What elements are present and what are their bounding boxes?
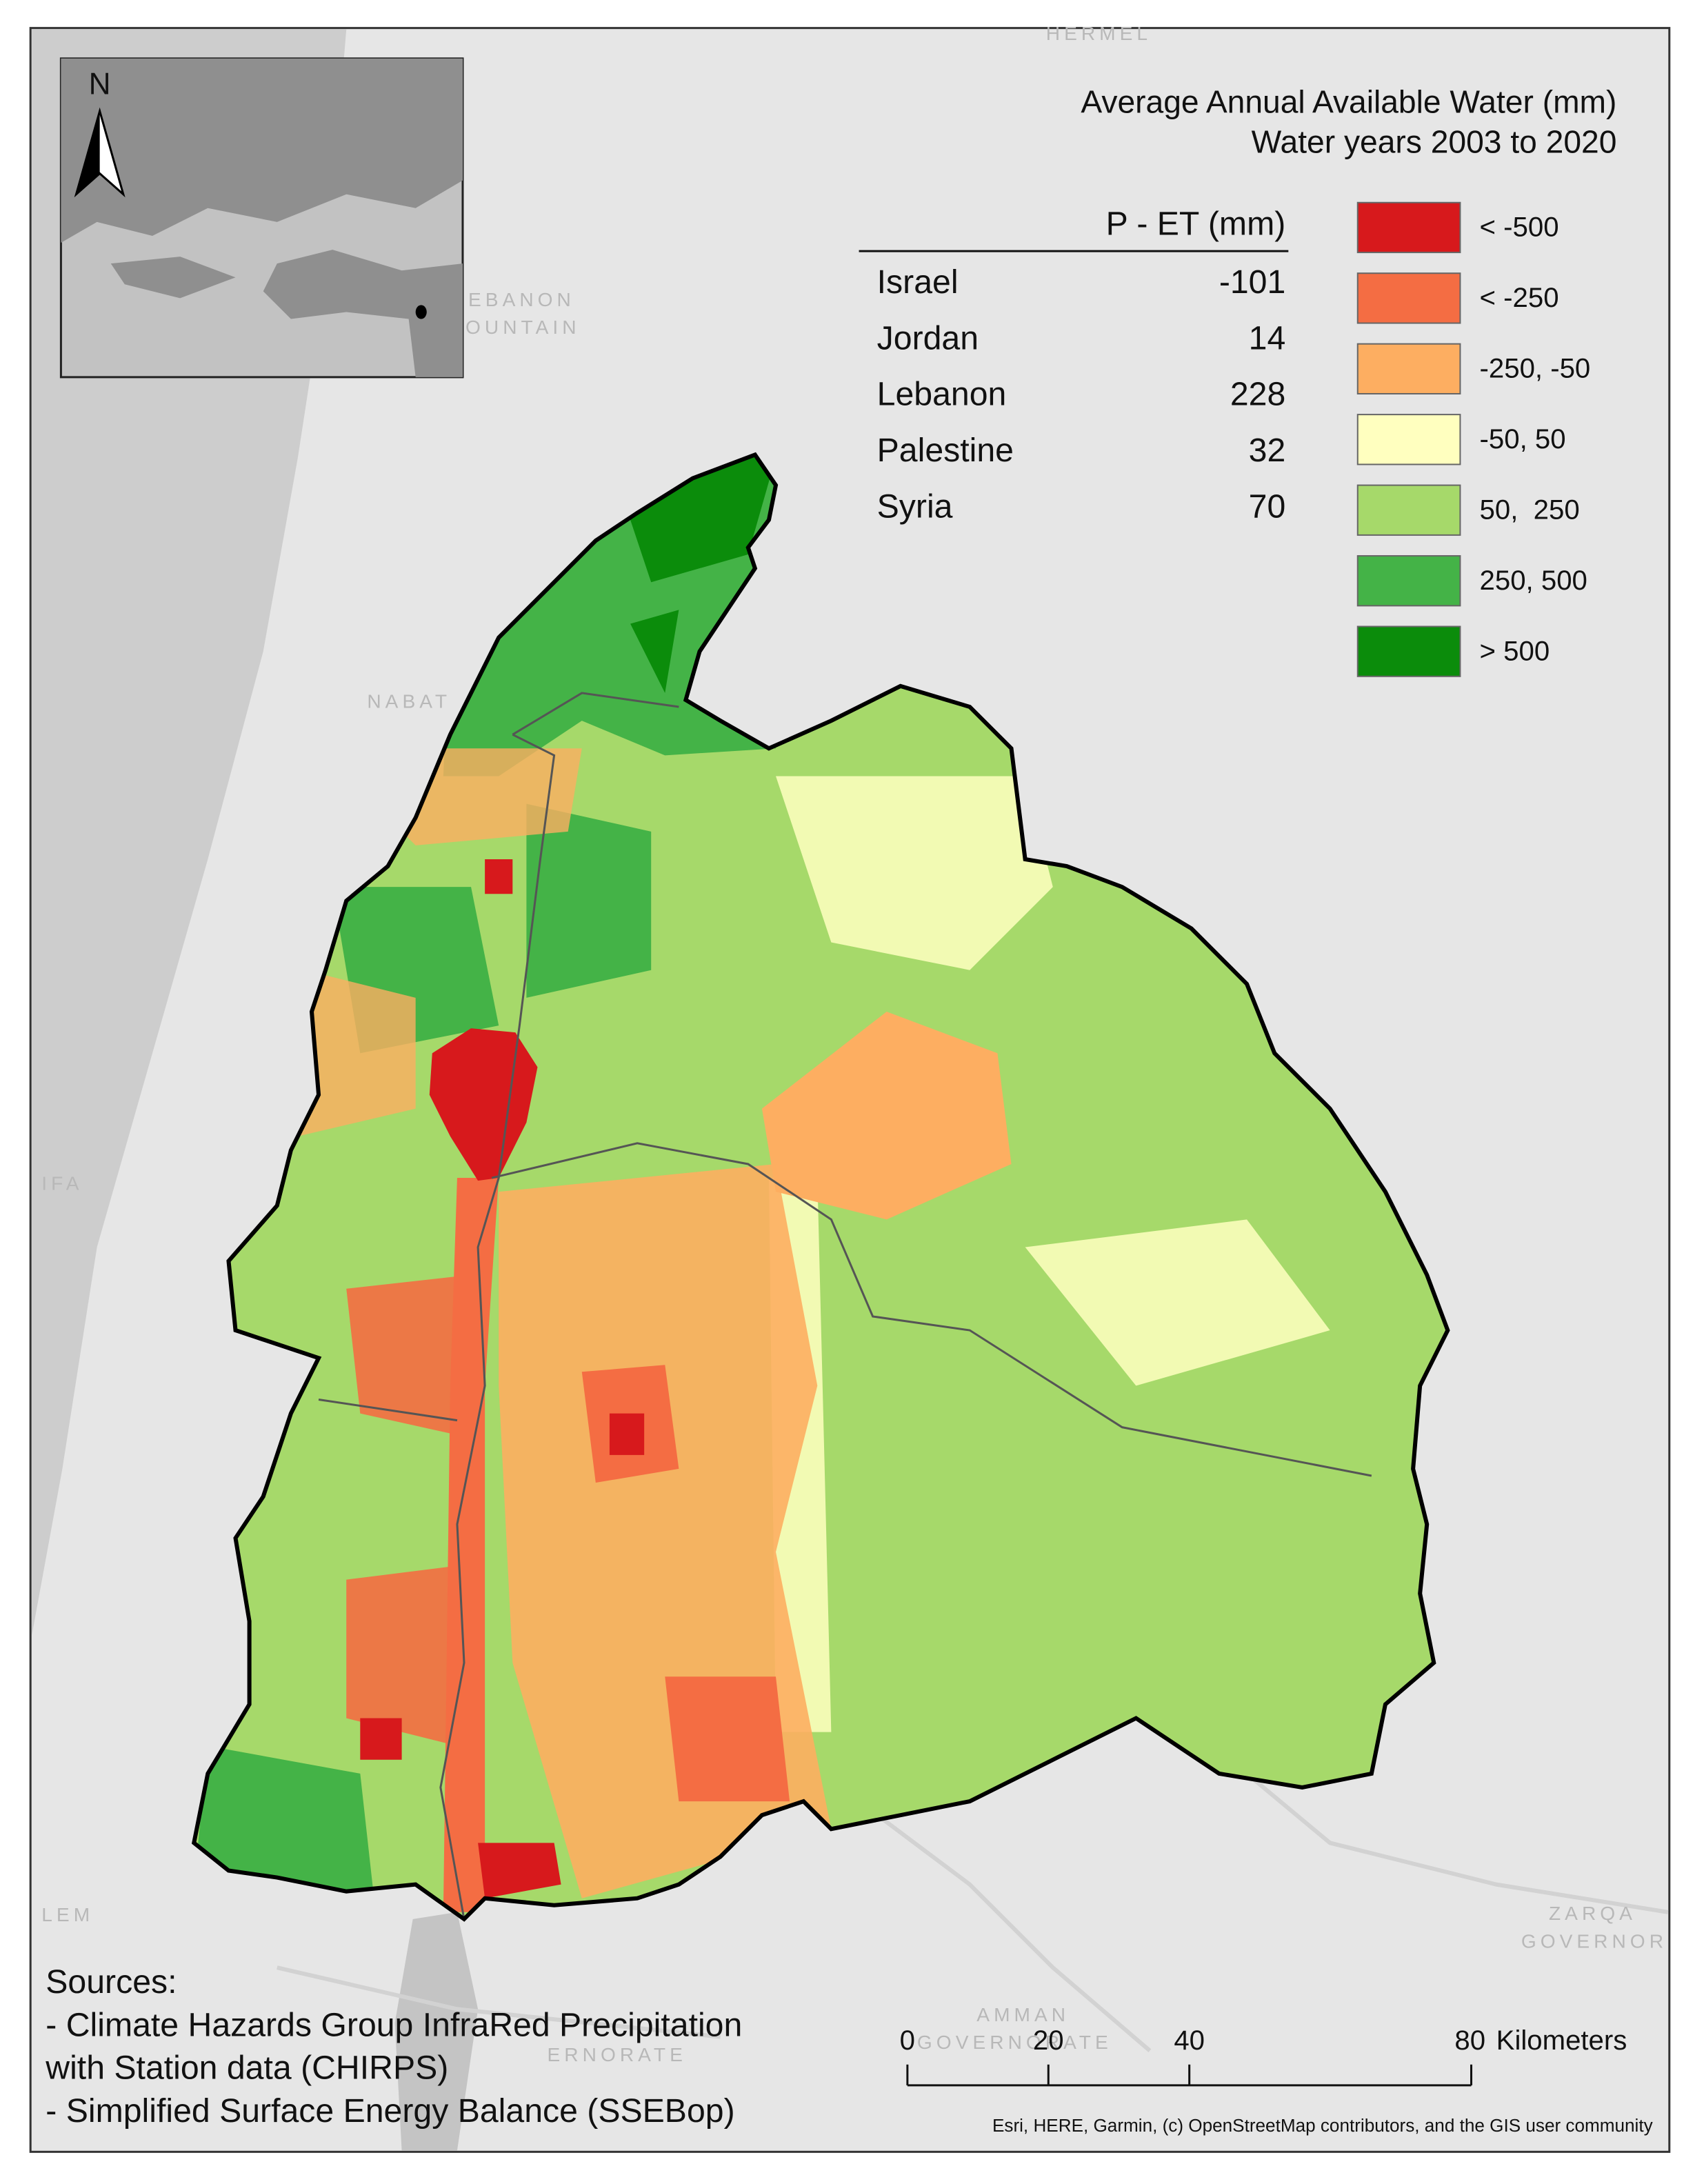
place-label: LEM	[41, 1904, 94, 1925]
scale-unit: Kilometers	[1496, 2025, 1627, 2056]
legend: < -500 < -250 -250, -50 -50, 50 50, 250 250, …	[1356, 201, 1591, 677]
raster-patch	[194, 1745, 374, 1899]
raster-patch	[332, 803, 652, 1054]
source-line: - Climate Hazards Group InfraRed Precipi…	[46, 2006, 742, 2043]
legend-swatch	[1356, 555, 1461, 607]
table-value: 228	[1230, 376, 1285, 413]
scale-label: 80	[1454, 2025, 1485, 2056]
place-label: AMMAN	[976, 2004, 1070, 2025]
legend-label: 250, 500	[1480, 565, 1587, 596]
legend-swatch	[1356, 414, 1461, 465]
place-label: EBANON	[468, 289, 575, 310]
table-value: 70	[1249, 488, 1286, 525]
source-line: Sources:	[46, 1963, 177, 2001]
raster-patch	[297, 748, 582, 1136]
table-value: -101	[1219, 263, 1285, 301]
lake-tiberias	[429, 1028, 538, 1181]
place-label: HERMEL	[1046, 23, 1152, 44]
basemap-sea	[32, 29, 347, 1636]
legend-label: > 500	[1480, 635, 1550, 666]
scale-label: 20	[1033, 2025, 1064, 2056]
table-name: Israel	[877, 263, 959, 301]
legend-label: 50, 250	[1480, 494, 1580, 525]
raster-patch	[768, 776, 1330, 1732]
raster-patch	[761, 1011, 1012, 1220]
table-header: P - ET (mm)	[1106, 206, 1286, 243]
legend-swatch	[1356, 201, 1461, 254]
inset-map: N	[59, 57, 464, 379]
source-line: - Simplified Surface Energy Balance (SSE…	[46, 2092, 734, 2130]
raster-patch	[581, 1365, 790, 1802]
source-line: with Station data (CHIRPS)	[45, 2050, 448, 2087]
table-value: 32	[1249, 432, 1286, 469]
sources: Sources: - Climate Hazards Group InfraRed…	[45, 1963, 742, 2130]
legend-swatch	[1356, 272, 1461, 324]
place-label: ERNORATE	[548, 2044, 687, 2065]
table-name: Jordan	[877, 319, 979, 357]
place-labels: HERMEL EBANON OUNTAIN NABAT IFA LEM ZARQA GOVER…	[41, 23, 1667, 2065]
table-name: Palestine	[877, 432, 1014, 469]
table-value: 14	[1249, 319, 1286, 357]
legend-swatch	[1356, 625, 1461, 677]
place-label: GOVERNORATE	[917, 2032, 1112, 2053]
place-label: NABAT	[367, 690, 451, 712]
place-label: ZARQA	[1549, 1903, 1636, 1924]
legend-label: < -500	[1480, 212, 1559, 243]
raster-patch	[443, 1178, 499, 1912]
legend-swatch	[1356, 343, 1461, 394]
place-label: OUNTAIN	[465, 317, 581, 338]
raster-patch	[609, 457, 776, 693]
subtitle: Water years 2003 to 2020	[1252, 124, 1617, 160]
scale-label: 0	[900, 2025, 915, 2056]
table-name: Lebanon	[877, 376, 1007, 413]
dead-sea	[394, 1912, 479, 2151]
place-label: IFA	[41, 1173, 83, 1194]
table-body: Israel -101 Jordan 14 Lebanon 228 Palestine 32 S…	[877, 263, 1286, 525]
legend-label: < -250	[1480, 282, 1559, 313]
legend-label: -50, 50	[1480, 423, 1566, 454]
legend-label: -250, -50	[1480, 352, 1591, 383]
inset-location	[415, 305, 427, 319]
place-label: GOVERNOR	[1521, 1930, 1667, 1952]
attribution: Esri, HERE, Garmin, (c) OpenStreetMap co…	[992, 2115, 1653, 2136]
north-label: N	[89, 68, 111, 101]
country-border	[318, 692, 1372, 1919]
title: Average Annual Available Water (mm)	[1081, 83, 1616, 119]
legend-swatch	[1356, 484, 1461, 536]
table-name: Syria	[877, 488, 953, 525]
scale-label: 40	[1174, 2025, 1205, 2056]
inset-land	[61, 58, 463, 377]
basemap-roads	[277, 1772, 1669, 2052]
scale-bar: 0 20 40 80 Kilometers	[900, 2025, 1627, 2087]
